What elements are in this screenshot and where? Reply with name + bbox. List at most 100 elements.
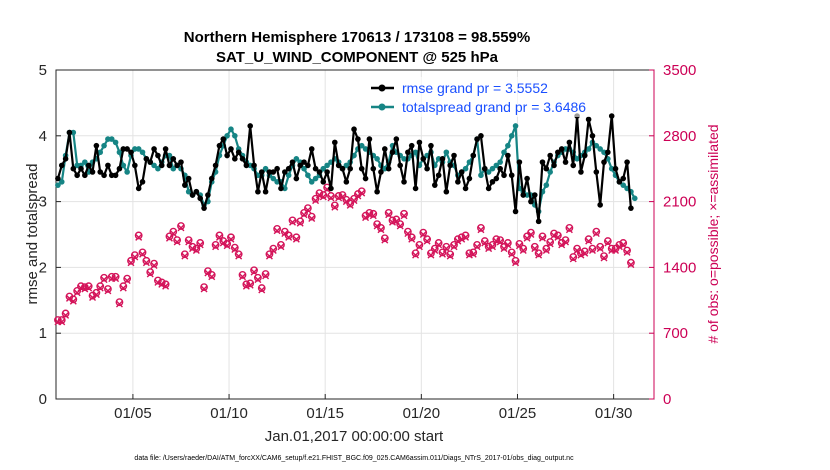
rmse-point	[216, 142, 223, 149]
obs-assimilated-point	[115, 300, 123, 308]
obs-assimilated-point	[312, 197, 320, 205]
spread-point	[70, 129, 77, 136]
spread-point	[443, 149, 450, 156]
rmse-point	[370, 165, 377, 172]
obs-possible-point	[480, 237, 489, 245]
spread-point	[301, 165, 307, 172]
spread-point	[412, 149, 419, 156]
obs-assimilated-point	[377, 226, 385, 234]
legend: rmse grand pr = 3.5552 totalspread grand…	[366, 77, 606, 117]
rmse-point	[158, 162, 165, 169]
rmse-point	[578, 169, 584, 175]
obs-assimilated-point	[246, 281, 254, 289]
spread-point	[620, 182, 627, 188]
rmse-point	[324, 169, 330, 175]
rmse-point	[385, 165, 392, 172]
obs-possible-point	[234, 250, 243, 259]
obs-possible-point	[142, 256, 151, 265]
rmse-point	[247, 123, 254, 129]
rmse-point	[608, 113, 615, 119]
rmse-point	[455, 179, 461, 185]
rmse-point	[189, 192, 196, 198]
left-tick-label: 1	[39, 325, 47, 342]
obs-assimilated-point	[473, 243, 481, 251]
rmse-point	[97, 169, 104, 175]
rmse-point	[162, 146, 169, 152]
obs-possible-point	[384, 208, 393, 217]
obs-possible-point	[96, 282, 105, 291]
obs-assimilated-point	[408, 235, 416, 243]
obs-assimilated-point	[146, 270, 154, 278]
rmse-point	[116, 165, 123, 172]
obs-assimilated-point	[581, 249, 589, 257]
spread-point	[132, 146, 138, 152]
obs-assimilated-point	[462, 233, 470, 241]
obs-assimilated-point	[435, 241, 443, 249]
obs-assimilated-point	[96, 284, 104, 292]
obs-possible-point	[127, 256, 135, 265]
obs-possible-point	[250, 266, 258, 275]
rmse-point	[601, 159, 607, 165]
spread-point	[155, 165, 161, 172]
obs-possible-point	[146, 268, 155, 276]
obs-assimilated-point	[296, 219, 304, 227]
grid	[56, 70, 654, 399]
obs-assimilated-point	[496, 238, 504, 246]
legend-spread-marker	[378, 103, 386, 111]
obs-possible-point	[173, 236, 182, 245]
rmse-point	[566, 139, 573, 146]
rmse-point	[328, 185, 334, 192]
obs-possible-point	[303, 204, 312, 213]
obs-assimilated-point	[158, 280, 166, 288]
rmse-point	[74, 172, 80, 179]
obs-assimilated-point	[558, 241, 566, 249]
spread-point	[608, 165, 615, 172]
spread-point	[305, 172, 311, 179]
rmse-point	[205, 192, 211, 198]
spread-point	[435, 156, 442, 162]
left-tick-label: 2	[39, 259, 47, 276]
rmse-point	[358, 165, 365, 172]
right-tick-label: 3500	[663, 62, 696, 79]
obs-assimilated-point	[104, 287, 112, 295]
obs-possible-point	[584, 235, 593, 244]
rmse-point	[220, 136, 227, 142]
rmse-point	[466, 175, 473, 182]
obs-assimilated-point	[442, 245, 450, 253]
obs-assimilated-point	[615, 243, 623, 251]
obs-possible-point	[115, 298, 124, 307]
rmse-point	[166, 162, 173, 169]
footer-data-file: data file: /Users/raeder/DAI/ATM_forcXX/…	[134, 455, 574, 462]
spread-point	[466, 159, 473, 165]
obs-possible-point	[253, 273, 262, 282]
obs-assimilated-point	[588, 246, 596, 254]
spread-point	[358, 142, 365, 149]
obs-possible-point	[377, 224, 385, 232]
spread-point	[135, 146, 142, 152]
obs-assimilated-point	[258, 286, 266, 294]
obs-possible-point	[200, 283, 208, 292]
obs-possible-point	[442, 242, 451, 251]
left-tick-label: 4	[39, 128, 47, 145]
obs-assimilated-point	[546, 240, 554, 248]
obs-assimilated-point	[169, 230, 177, 238]
spread-point	[462, 165, 469, 172]
obs-possible-point	[61, 309, 70, 318]
spread-point	[374, 156, 380, 162]
obs-assimilated-point	[135, 233, 143, 241]
rmse-point	[531, 192, 538, 198]
left-tick-label: 5	[39, 62, 47, 79]
rmse-point	[366, 136, 373, 142]
spread-point	[547, 169, 553, 175]
obs-assimilated-point	[565, 226, 573, 234]
obs-possible-point	[519, 244, 528, 253]
obs-assimilated-point	[285, 233, 293, 241]
obs-possible-point	[246, 279, 255, 288]
obs-possible-point	[550, 229, 558, 238]
obs-assimilated-point	[358, 189, 366, 197]
rmse-point	[112, 172, 119, 179]
obs-possible-point	[607, 244, 616, 253]
rmse-point	[297, 162, 303, 169]
obs-possible-point	[330, 201, 339, 210]
obs-possible-point	[434, 239, 443, 247]
